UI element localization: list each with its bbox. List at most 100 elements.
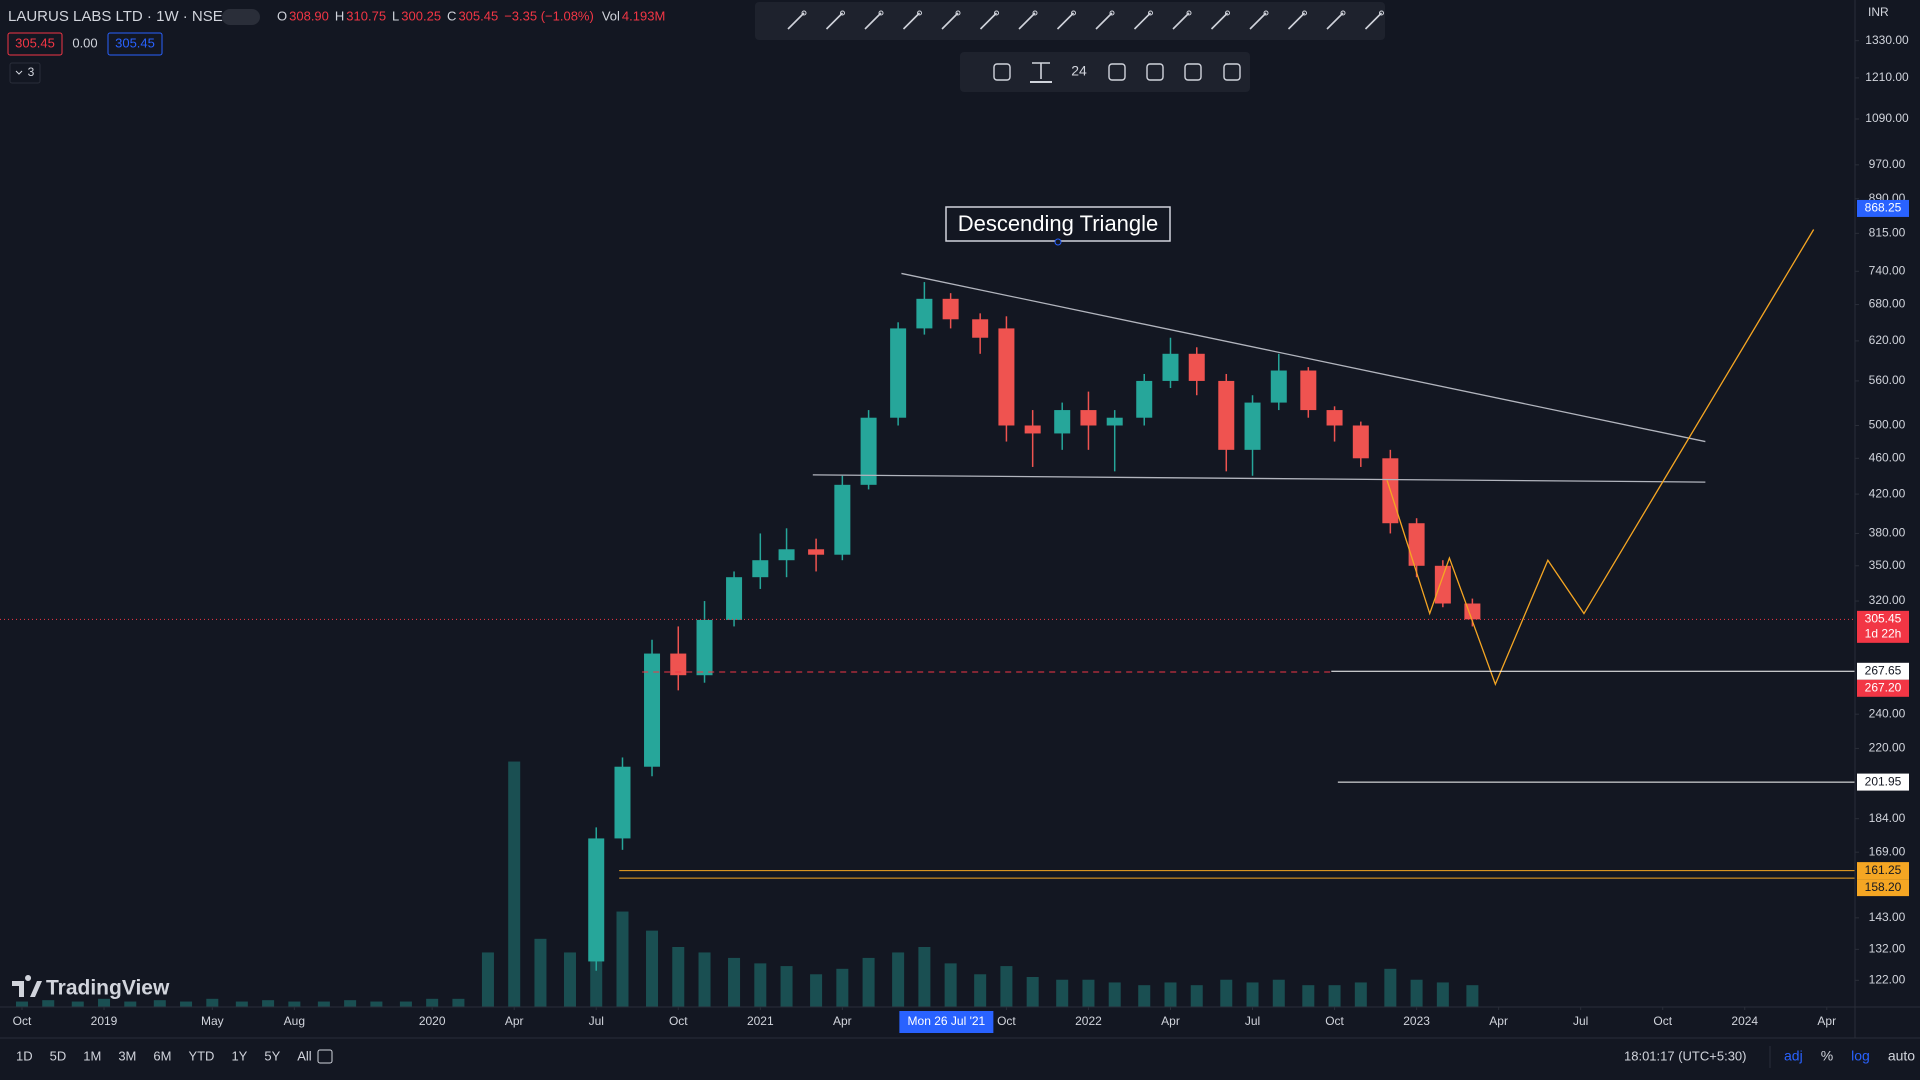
tool-icon[interactable] [1364,12,1383,30]
volume-bar [124,1001,137,1007]
x-tick-label: Jul [589,1014,604,1028]
interval-button[interactable]: All [297,1048,312,1063]
object-toolbar [960,52,1250,92]
x-tick-label: Jul [1573,1014,1588,1028]
x-tick-label: 2022 [1075,1014,1102,1028]
scale-option[interactable]: log [1851,1048,1870,1064]
chevron [15,70,23,75]
volume-bar [728,957,741,1007]
price-label-box [1857,879,1909,897]
object-tool-icon[interactable] [1108,63,1126,81]
crosshair-label: Mon 26 Jul '21 [908,1014,986,1028]
candle-body [998,328,1015,426]
price-label: 201.95 [1865,774,1902,788]
text-tool-icon[interactable] [1032,62,1050,79]
volume-bar [616,911,629,1007]
volume-bar [370,1001,383,1007]
y-tick-label: 143.00 [1869,910,1906,924]
badge: 305.45 [15,35,55,50]
tool-icons [787,10,1384,30]
tool-icon[interactable] [941,12,959,30]
volume-bar [1410,979,1423,1007]
volume-bar [399,1001,412,1007]
brand: TradingView [46,977,170,1000]
x-tick-label: Apr [505,1014,524,1028]
tool-icon[interactable] [864,12,882,30]
tool-icon-dot [955,10,961,16]
volume-bar [262,1000,275,1007]
tool-icon[interactable] [979,12,998,30]
candle-body [1106,417,1123,426]
tool-icon-dot [994,10,999,16]
drawing-line[interactable] [1386,229,1815,686]
clock: 18:01:17 (UTC+5:30) [1624,1048,1746,1063]
tool-icon-dot [1379,10,1384,16]
volume-bar [317,1001,330,1007]
candle-body [670,653,687,676]
object-tool-icon[interactable] [1184,63,1202,81]
y-tick-label: 350.00 [1869,558,1906,572]
visibility-toggle[interactable] [222,9,260,25]
date-range-icon[interactable] [317,1049,333,1064]
volume-bar [1138,985,1151,1007]
badge: 0.00 [72,35,97,50]
y-tick-label: 1090.00 [1865,111,1909,125]
interval-button[interactable]: 5Y [264,1048,280,1063]
indicator-toggle[interactable] [9,62,41,84]
font-size-button[interactable]: 24 [1071,63,1087,79]
volume-bar [862,957,875,1007]
tool-icon[interactable] [1326,12,1344,30]
candle-body [834,484,851,555]
tool-icon[interactable] [1172,12,1190,30]
object-tool-icon[interactable] [1146,63,1164,81]
interval-button[interactable]: 1D [16,1048,33,1063]
tool-icon[interactable] [1249,12,1267,30]
tool-icon[interactable] [1210,12,1229,30]
drawing-line[interactable] [812,474,1706,483]
tool-icon[interactable] [825,12,844,30]
candle-body [860,417,877,485]
volume-bar [1026,977,1039,1007]
volume-bar [1220,979,1233,1007]
scale-option[interactable]: auto [1888,1048,1915,1064]
interval-button[interactable]: 6M [153,1048,171,1063]
object-tool-icon[interactable] [993,63,1011,81]
y-tick-label: 132.00 [1869,942,1906,956]
annotation-text: Descending Triangle [958,211,1159,236]
volume-bar [180,1001,193,1007]
currency[interactable]: INR [1868,5,1889,19]
indicator-count: 3 [28,65,35,79]
scale-option[interactable]: % [1821,1048,1833,1064]
interval-button[interactable]: 1Y [231,1048,247,1063]
tool-icon[interactable] [1133,12,1152,30]
x-tick-label: Apr [833,1014,852,1028]
interval-button[interactable]: 5D [50,1048,67,1063]
tool-icon[interactable] [1095,12,1113,30]
candle-body [726,577,743,620]
drawing-line[interactable] [901,272,1706,443]
x-tick-label: 2023 [1403,1014,1430,1028]
tool-icon[interactable] [1018,12,1036,30]
x-tick-label: Oct [1325,1014,1344,1028]
x-tick-label: Apr [1489,1014,1508,1028]
tool-icon[interactable] [902,12,921,30]
tool-icon[interactable] [1287,12,1306,30]
volume-bar [452,998,465,1007]
volume-bar [1000,966,1013,1007]
volume-bar [944,963,957,1007]
x-tick-label: Apr [1817,1014,1836,1028]
object-tool-icon[interactable] [1223,63,1241,81]
annotation-handle[interactable] [1054,238,1062,246]
volume-bar [42,1000,55,1007]
volume-bar [780,966,793,1007]
scale-option[interactable]: adj [1784,1048,1803,1064]
volume-bar [1108,982,1121,1007]
interval-button[interactable]: 3M [118,1048,136,1063]
tool-icon[interactable] [787,12,805,30]
candle-body [942,298,959,320]
interval-button[interactable]: YTD [188,1048,214,1063]
price-label-box [1857,862,1909,880]
interval-button[interactable]: 1M [83,1048,101,1063]
tool-icon[interactable] [1056,12,1075,30]
volume-bar [481,952,494,1007]
